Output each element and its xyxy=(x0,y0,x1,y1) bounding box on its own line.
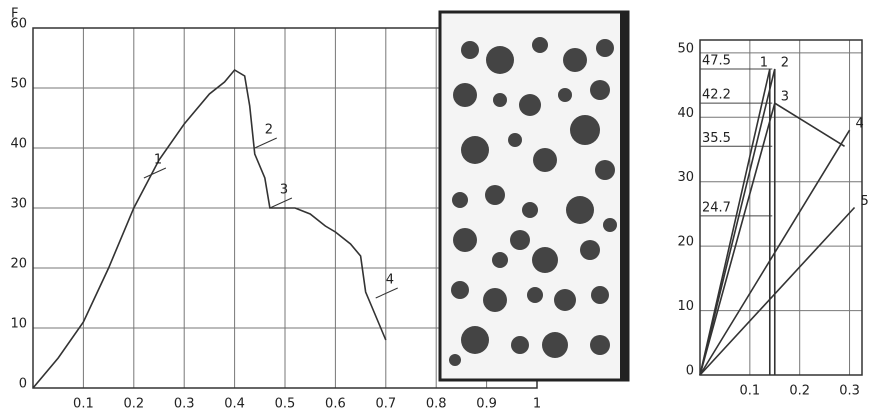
reference-label: 24.7 xyxy=(702,200,731,215)
point-label: 2 xyxy=(265,123,273,138)
data-line xyxy=(699,68,771,376)
point-label: 3 xyxy=(280,183,288,198)
y-tick-label: 50 xyxy=(677,41,694,56)
data-line xyxy=(699,68,776,376)
y-tick-label: 40 xyxy=(677,106,694,121)
x-tick-label: 0.1 xyxy=(73,397,94,412)
x-tick-label: 0.6 xyxy=(325,397,346,412)
y-tick-label: 0 xyxy=(686,364,694,379)
data-line xyxy=(32,68,387,389)
x-tick-label: 0.5 xyxy=(275,397,296,412)
y-tick-label: 20 xyxy=(10,257,27,272)
x-tick-label: 0.1 xyxy=(740,384,761,399)
series-label: 4 xyxy=(856,117,864,132)
y-tick-label: 40 xyxy=(10,137,27,152)
x-tick-label: 0.3 xyxy=(174,397,195,412)
series-label: 1 xyxy=(760,55,768,70)
y-tick-label: 10 xyxy=(677,299,694,314)
data-line xyxy=(699,101,845,376)
x-tick-label: 0.4 xyxy=(224,397,245,412)
series-label: 2 xyxy=(781,55,789,70)
x-tick-label: 0.7 xyxy=(375,397,396,412)
label-leader xyxy=(143,167,167,179)
y-tick-label: 0 xyxy=(19,377,27,392)
reference-label: 35.5 xyxy=(702,131,731,146)
y-tick-label: 50 xyxy=(10,77,27,92)
label-leader xyxy=(254,137,277,149)
y-tick-label: 30 xyxy=(677,170,694,185)
x-tick-label: 0.2 xyxy=(123,397,144,412)
x-tick-label: 0.9 xyxy=(476,397,497,412)
x-tick-label: 0.8 xyxy=(426,397,447,412)
y-tick-label: 20 xyxy=(677,235,694,250)
y-tick-label: 10 xyxy=(10,317,27,332)
x-tick-label: 0.2 xyxy=(789,384,810,399)
point-label: 4 xyxy=(386,273,394,288)
series-label: 3 xyxy=(781,90,789,105)
y-axis-label: F xyxy=(11,7,18,22)
label-leader xyxy=(269,197,293,209)
reference-label: 42.2 xyxy=(702,88,731,103)
x-tick-label: 0.3 xyxy=(839,384,860,399)
y-tick-label: 30 xyxy=(10,197,27,212)
reference-label: 47.5 xyxy=(702,53,731,68)
data-line xyxy=(699,206,856,376)
y-tick-label: 60 xyxy=(10,17,27,32)
data-line xyxy=(699,129,851,376)
x-tick-label: 1 xyxy=(533,397,541,412)
point-label: 1 xyxy=(154,153,162,168)
micrograph xyxy=(438,10,630,382)
plot-frame xyxy=(699,39,863,376)
series-label: 5 xyxy=(861,194,869,209)
label-leader xyxy=(375,287,398,299)
